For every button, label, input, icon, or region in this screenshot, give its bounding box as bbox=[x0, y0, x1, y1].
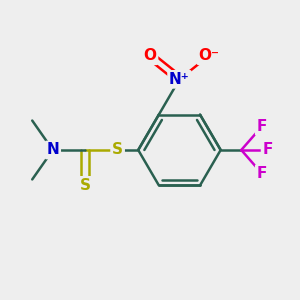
Text: S: S bbox=[112, 142, 123, 158]
Text: N⁺: N⁺ bbox=[169, 72, 190, 87]
Text: N: N bbox=[46, 142, 59, 158]
Text: F: F bbox=[262, 142, 273, 158]
Text: O: O bbox=[143, 48, 157, 63]
Text: S: S bbox=[80, 178, 91, 193]
Text: F: F bbox=[257, 119, 267, 134]
Text: O⁻: O⁻ bbox=[198, 48, 219, 63]
Text: F: F bbox=[257, 166, 267, 181]
